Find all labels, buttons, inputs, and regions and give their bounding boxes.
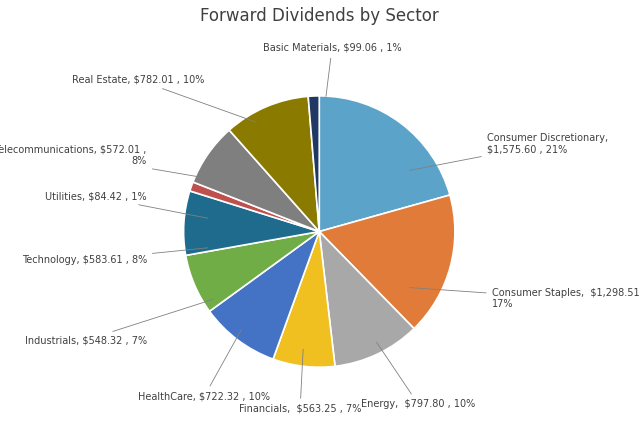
Text: Utilities, $84.42 , 1%: Utilities, $84.42 , 1%	[45, 191, 208, 218]
Wedge shape	[308, 96, 319, 232]
Wedge shape	[193, 130, 319, 232]
Wedge shape	[190, 182, 319, 232]
Text: Real Estate, $782.01 , 10%: Real Estate, $782.01 , 10%	[72, 75, 256, 122]
Text: HealthCare, $722.32 , 10%: HealthCare, $722.32 , 10%	[138, 330, 270, 401]
Text: Consumer Staples,  $1,298.51 ,
17%: Consumer Staples, $1,298.51 , 17%	[410, 288, 640, 309]
Wedge shape	[186, 232, 319, 311]
Wedge shape	[209, 232, 319, 359]
Wedge shape	[319, 232, 414, 366]
Text: Energy,  $797.80 , 10%: Energy, $797.80 , 10%	[361, 343, 476, 409]
Wedge shape	[184, 191, 319, 255]
Text: Consumer Discretionary,
$1,575.60 , 21%: Consumer Discretionary, $1,575.60 , 21%	[410, 133, 608, 170]
Wedge shape	[273, 232, 335, 367]
Text: Industrials, $548.32 , 7%: Industrials, $548.32 , 7%	[25, 300, 213, 345]
Wedge shape	[229, 96, 319, 232]
Title: Forward Dividends by Sector: Forward Dividends by Sector	[200, 7, 438, 25]
Text: Financials,  $563.25 , 7%: Financials, $563.25 , 7%	[239, 349, 362, 414]
Text: Technology, $583.61 , 8%: Technology, $583.61 , 8%	[22, 248, 208, 265]
Text: Telecommunications, $572.01 ,
8%: Telecommunications, $572.01 , 8%	[0, 144, 218, 180]
Wedge shape	[319, 195, 455, 328]
Text: Basic Materials, $99.06 , 1%: Basic Materials, $99.06 , 1%	[262, 43, 401, 96]
Wedge shape	[319, 96, 450, 232]
